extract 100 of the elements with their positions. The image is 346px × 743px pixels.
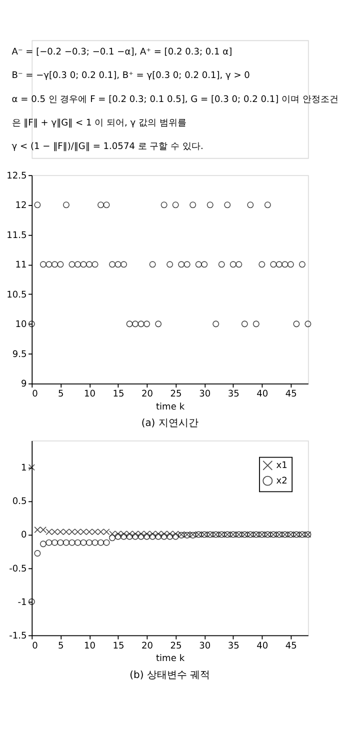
point — [62, 539, 70, 546]
point — [92, 261, 98, 268]
point — [282, 261, 288, 268]
x-tick-label: 45 — [285, 641, 297, 652]
point — [201, 261, 208, 268]
x-axis-title: time k — [156, 402, 186, 412]
point — [86, 539, 93, 546]
point — [212, 320, 220, 328]
point — [103, 539, 110, 546]
point — [236, 261, 242, 268]
point — [120, 261, 128, 268]
x-axis-title: time k — [156, 654, 186, 664]
x-tick-label: 10 — [84, 641, 96, 652]
point — [149, 533, 156, 540]
point — [86, 261, 93, 268]
legend-label: x1 — [276, 461, 288, 472]
x-tick-label: 35 — [228, 390, 240, 400]
x-tick-label: 30 — [199, 390, 211, 400]
point — [270, 261, 277, 268]
point — [109, 261, 116, 268]
point — [126, 320, 133, 328]
point — [298, 261, 306, 268]
x-tick-label: 20 — [142, 390, 154, 400]
point — [184, 261, 190, 268]
y-tick-label: 9 — [20, 380, 27, 390]
point — [206, 202, 214, 208]
point — [144, 320, 150, 328]
point — [57, 539, 64, 546]
point — [218, 261, 225, 268]
point — [293, 320, 300, 328]
x-tick-label: 25 — [170, 390, 182, 400]
x-tick-label: 5 — [58, 390, 64, 400]
point — [166, 261, 174, 268]
y-tick-label: 1 — [20, 464, 27, 474]
point — [264, 202, 271, 208]
x-tick-label: 40 — [256, 641, 268, 652]
y-tick-label: -1 — [18, 598, 27, 608]
point — [241, 320, 248, 328]
point — [57, 261, 64, 268]
point — [74, 539, 82, 546]
point — [155, 320, 162, 328]
x-tick-label: 15 — [112, 641, 124, 652]
y-tick-label: 10.5 — [6, 290, 27, 300]
point — [114, 533, 122, 540]
x-tick-label: 20 — [142, 641, 154, 652]
point — [132, 533, 139, 540]
point — [224, 202, 231, 208]
text: (a) 지연시간 — [141, 418, 198, 430]
point — [172, 202, 179, 208]
point — [138, 533, 144, 540]
point — [247, 202, 254, 208]
x-tick-label: 10 — [84, 390, 96, 400]
point — [46, 539, 52, 546]
point — [287, 261, 294, 268]
text: γ < (1 − ‖F‖)/‖G‖ = 1.0574 로 구할 수 있다. — [12, 142, 204, 152]
point — [195, 261, 202, 268]
point — [103, 202, 110, 208]
x-tick-label: 25 — [170, 641, 182, 652]
x-tick-label: 0 — [32, 390, 38, 400]
x-tick-label: 0 — [32, 641, 38, 652]
text: 은 ‖F‖ + γ‖G‖ < 1 이 되어, γ 값의 범위를 — [12, 118, 186, 128]
y-tick-label: 11.5 — [6, 230, 27, 241]
x-tick-label: 45 — [285, 390, 297, 400]
point — [178, 261, 185, 268]
point — [80, 261, 87, 268]
point — [160, 202, 168, 208]
text: B⁻ = −γ[0.3 0; 0.2 0.1], B⁺ = γ[0.3 0; 0.2 0.1], γ > 0 — [12, 71, 250, 82]
point — [92, 539, 98, 546]
x-tick-label: 30 — [199, 641, 211, 652]
point — [74, 261, 82, 268]
text: (b) 상태변수 궤적 — [130, 670, 210, 681]
point — [258, 261, 266, 268]
y-tick-label: 12 — [15, 201, 27, 212]
x-tick-label: 35 — [228, 641, 240, 652]
point — [97, 202, 104, 208]
x-tick-label: 5 — [58, 641, 64, 652]
point — [138, 320, 144, 328]
point — [149, 261, 156, 268]
legend-label: x2 — [276, 476, 288, 487]
point — [160, 533, 168, 540]
point — [252, 320, 260, 328]
y-tick-label: -1.5 — [9, 631, 27, 642]
point — [276, 261, 282, 268]
point — [34, 202, 41, 208]
point — [132, 320, 139, 328]
text: A⁻ = [−0.2 −0.3; −0.1 −α], A⁺ = [0.2 0.3; 0.1 α] — [12, 48, 232, 58]
point — [46, 261, 52, 268]
y-tick-label: 0.5 — [12, 497, 27, 508]
y-tick-label: 10 — [15, 320, 27, 330]
point — [62, 202, 70, 208]
y-tick-label: 9.5 — [12, 350, 27, 360]
point — [230, 261, 236, 268]
point — [80, 539, 87, 546]
point — [166, 533, 174, 540]
y-tick-label: -0.5 — [9, 564, 27, 574]
point — [40, 261, 46, 268]
x-tick-label: 40 — [256, 390, 268, 400]
y-tick-label: 11 — [15, 260, 27, 271]
point — [28, 464, 35, 471]
point — [97, 539, 104, 546]
